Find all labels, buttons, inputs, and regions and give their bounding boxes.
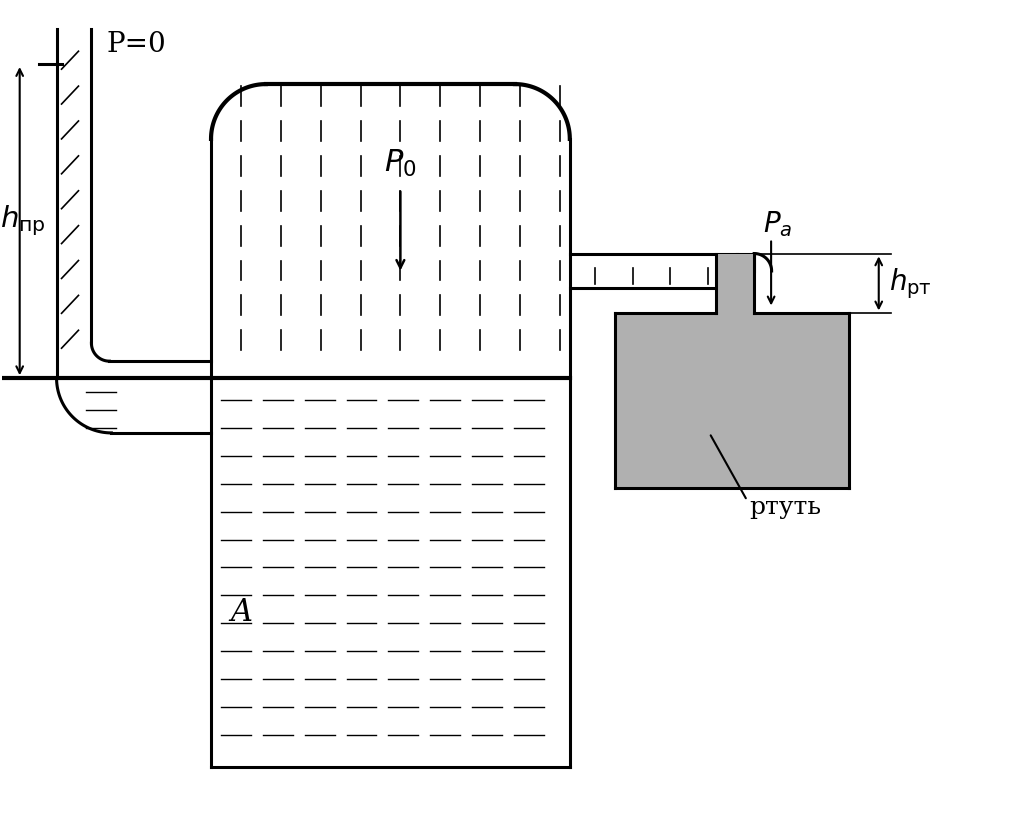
Text: $P_a$: $P_a$ (763, 209, 793, 238)
Polygon shape (614, 254, 849, 488)
Text: ртуть: ртуть (750, 496, 821, 520)
Text: $h_{\mathsf{рт}}$: $h_{\mathsf{рт}}$ (889, 266, 932, 301)
Text: P=0: P=0 (106, 31, 166, 58)
Text: $h_{\mathsf{пр}}$: $h_{\mathsf{пр}}$ (0, 204, 45, 238)
Text: A: A (230, 597, 252, 628)
Text: $P_0$: $P_0$ (384, 148, 417, 180)
